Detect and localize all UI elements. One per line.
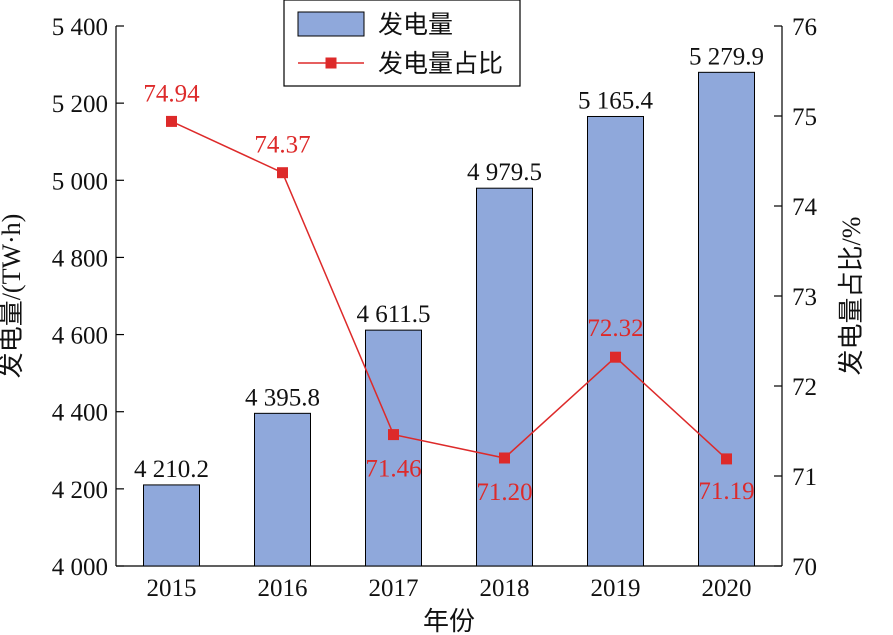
legend-label-bar: 发电量 bbox=[378, 11, 453, 39]
bar-2015 bbox=[143, 484, 200, 567]
right-y-tick-label: 71 bbox=[792, 464, 817, 491]
bar-2016 bbox=[254, 412, 311, 567]
share-label-2016: 74.37 bbox=[254, 132, 310, 159]
share-line bbox=[171, 120, 728, 460]
left-y-tick-label: 4 800 bbox=[52, 245, 108, 272]
bar-label-2017: 4 611.5 bbox=[356, 301, 430, 328]
left-y-tick-label: 4 000 bbox=[52, 554, 108, 581]
right-y-tick-label: 76 bbox=[792, 14, 817, 41]
left-y-axis-title: 发电量/(TW·h) bbox=[0, 214, 26, 379]
bar-2020 bbox=[698, 71, 755, 567]
share-label-2019: 72.32 bbox=[587, 315, 643, 342]
x-tick-label: 2016 bbox=[258, 575, 308, 602]
x-tick-label: 2019 bbox=[591, 575, 641, 602]
bar-2017 bbox=[365, 329, 422, 567]
legend-marker bbox=[325, 57, 337, 69]
bar-label-2019: 5 165.4 bbox=[578, 87, 654, 114]
x-tick-label: 2018 bbox=[480, 575, 530, 602]
bar-label-2016: 4 395.8 bbox=[245, 384, 320, 411]
share-label-2017: 71.46 bbox=[365, 456, 421, 483]
share-point-2019 bbox=[610, 351, 621, 363]
left-y-tick-label: 4 200 bbox=[52, 477, 108, 504]
share-label-2018: 71.20 bbox=[476, 479, 532, 506]
legend-swatch-bar bbox=[297, 11, 365, 37]
right-y-axis-title: 发电量占比/% bbox=[837, 217, 866, 376]
x-tick-label: 2017 bbox=[369, 575, 419, 602]
share-point-2016 bbox=[277, 167, 288, 179]
left-y-tick-label: 5 000 bbox=[52, 168, 108, 195]
right-y-tick-label: 75 bbox=[792, 104, 817, 131]
share-label-2015: 74.94 bbox=[143, 80, 200, 107]
right-y-tick-label: 70 bbox=[792, 554, 817, 581]
share-label-2020: 71.19 bbox=[698, 478, 754, 505]
bar-label-2020: 5 279.9 bbox=[689, 43, 764, 70]
bar-2019 bbox=[587, 115, 644, 567]
right-y-tick-label: 74 bbox=[792, 194, 818, 221]
left-y-tick-label: 4 600 bbox=[52, 323, 108, 350]
bar-2018 bbox=[476, 187, 533, 567]
bar-label-2015: 4 210.2 bbox=[134, 456, 209, 483]
right-y-tick-label: 73 bbox=[792, 284, 817, 311]
x-tick-label: 2015 bbox=[147, 575, 197, 602]
share-point-2020 bbox=[721, 453, 732, 465]
share-point-2015 bbox=[166, 115, 177, 127]
share-point-2018 bbox=[499, 452, 510, 464]
x-tick-label: 2020 bbox=[702, 575, 752, 602]
bar-label-2018: 4 979.5 bbox=[467, 159, 542, 186]
share-point-2017 bbox=[388, 429, 399, 441]
left-y-tick-label: 4 400 bbox=[52, 400, 108, 427]
legend-label-line: 发电量占比 bbox=[378, 50, 503, 78]
left-y-tick-label: 5 200 bbox=[52, 91, 108, 118]
right-y-tick-label: 72 bbox=[792, 374, 817, 401]
x-axis-title: 年份 bbox=[423, 607, 475, 635]
left-y-tick-label: 5 400 bbox=[52, 14, 108, 41]
